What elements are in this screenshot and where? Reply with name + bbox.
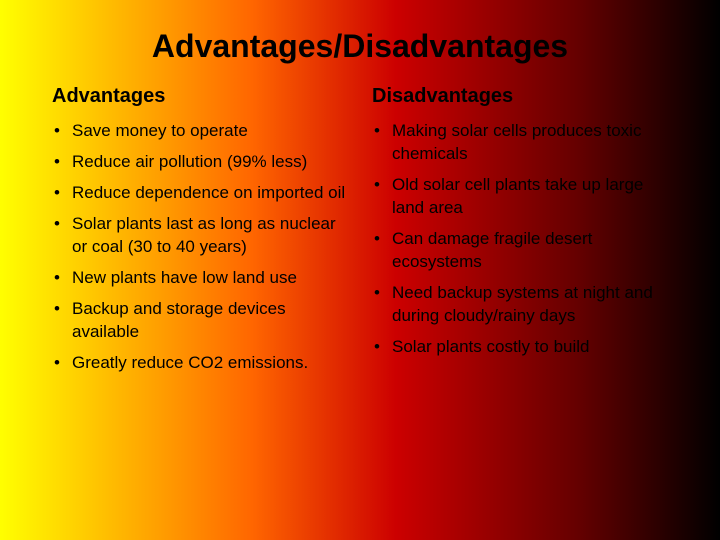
advantages-list: Save money to operate Reduce air polluti… [52, 120, 348, 374]
disadvantages-list: Making solar cells produces toxic chemic… [372, 120, 668, 358]
list-item: Greatly reduce CO2 emissions. [52, 352, 348, 375]
list-item: Making solar cells produces toxic chemic… [372, 120, 668, 166]
list-item: Can damage fragile desert ecosystems [372, 228, 668, 274]
list-item: Solar plants last as long as nuclear or … [52, 213, 348, 259]
list-item: Backup and storage devices available [52, 298, 348, 344]
slide-title: Advantages/Disadvantages [0, 0, 720, 85]
list-item: Reduce dependence on imported oil [52, 182, 348, 205]
list-item: Old solar cell plants take up large land… [372, 174, 668, 220]
advantages-column: Advantages Save money to operate Reduce … [40, 85, 360, 382]
advantages-heading: Advantages [52, 85, 348, 108]
disadvantages-column: Disadvantages Making solar cells produce… [360, 85, 680, 382]
list-item: New plants have low land use [52, 267, 348, 290]
list-item: Save money to operate [52, 120, 348, 143]
disadvantages-heading: Disadvantages [372, 85, 668, 108]
list-item: Solar plants costly to build [372, 336, 668, 359]
list-item: Reduce air pollution (99% less) [52, 151, 348, 174]
columns-container: Advantages Save money to operate Reduce … [0, 85, 720, 382]
list-item: Need backup systems at night and during … [372, 282, 668, 328]
